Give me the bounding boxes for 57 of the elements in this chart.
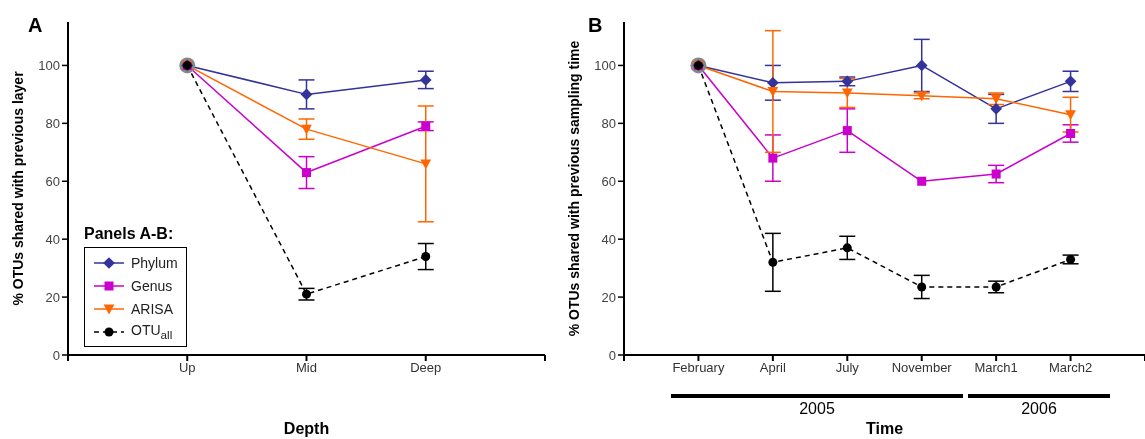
text: 2006 — [1020, 399, 1058, 418]
x-tick-label: Up — [178, 360, 196, 376]
x-tick-label: July — [835, 360, 860, 376]
x-tick-label: Mid — [296, 360, 317, 376]
x-axis-title: Depth — [283, 420, 330, 437]
legend-label: ARISA — [131, 300, 174, 317]
text: 2005 — [798, 399, 836, 418]
y-tick-label: 0 — [52, 347, 60, 363]
point — [419, 74, 432, 86]
point — [421, 121, 431, 131]
x-tick-label: November — [891, 360, 953, 376]
y-tick-label: 40 — [45, 231, 60, 247]
y-tick-label: 40 — [601, 231, 616, 247]
point — [991, 282, 1001, 292]
point — [841, 88, 853, 99]
x-tick-label: March2 — [1048, 360, 1093, 376]
chart-title: B — [588, 14, 603, 37]
point — [917, 176, 927, 186]
x-tick-label: March1 — [974, 360, 1018, 376]
y-tick-label: 60 — [601, 173, 616, 189]
y-tick-label: 20 — [601, 289, 616, 305]
y-tick-label: 0 — [608, 347, 616, 363]
point — [767, 87, 779, 97]
y-tick-label: 100 — [594, 58, 616, 74]
point — [916, 91, 928, 102]
x-tick-label: Deep — [410, 360, 442, 376]
point — [768, 153, 778, 163]
point — [990, 103, 1002, 115]
point — [302, 168, 311, 178]
point — [421, 252, 431, 262]
point — [915, 59, 928, 72]
y-tick-label: 20 — [45, 289, 60, 305]
y-tick-label: 80 — [45, 115, 60, 131]
legend-label: OTU$_{all}$ — [131, 322, 173, 341]
point — [768, 257, 778, 267]
point — [301, 124, 312, 135]
point — [842, 243, 852, 253]
y-axis-title: % OTUs shared with previous layer — [9, 70, 26, 306]
y-axis-title: % OTUs shared with previous sampling time — [565, 40, 582, 337]
x-tick-label: April — [759, 360, 786, 376]
point — [1064, 75, 1077, 88]
chart-title: A — [28, 14, 43, 37]
y-tick-label: 60 — [45, 173, 60, 189]
point — [420, 159, 432, 170]
legend-label: Phylum — [131, 254, 178, 271]
legend-label: Genus — [131, 277, 173, 294]
point — [991, 169, 1001, 179]
point — [842, 126, 852, 136]
point — [917, 282, 927, 292]
legend-title: Panels A-B: — [84, 225, 175, 243]
point — [300, 88, 313, 101]
y-tick-label: 80 — [601, 115, 616, 131]
x-axis-title: Time — [865, 420, 904, 437]
y-tick-label: 100 — [38, 58, 60, 74]
x-tick-label: February — [672, 360, 725, 376]
point — [1066, 128, 1076, 138]
point — [1066, 254, 1076, 264]
